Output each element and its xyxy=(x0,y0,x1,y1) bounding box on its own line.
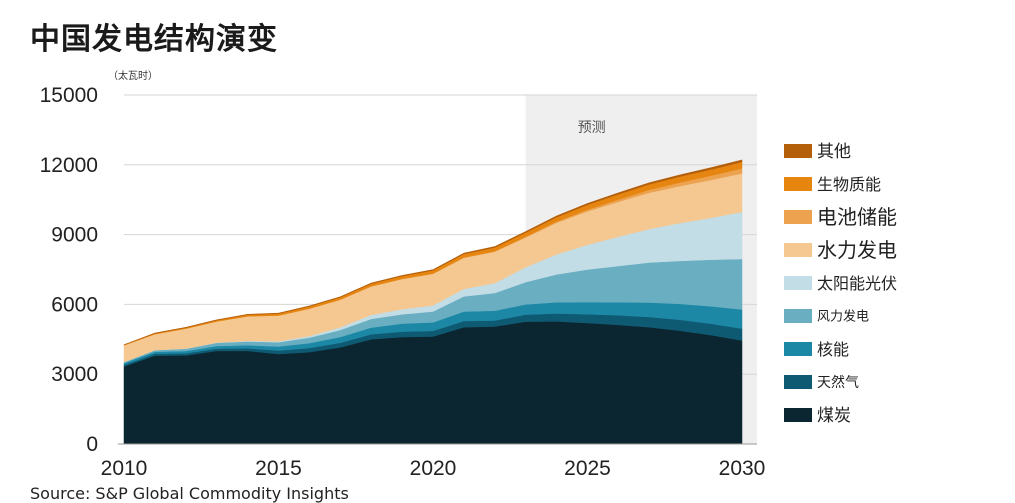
legend-swatch xyxy=(784,144,812,158)
legend-item: 核能 xyxy=(784,340,849,359)
legend-label: 太阳能光伏 xyxy=(817,274,897,293)
y-tick-label: 9000 xyxy=(51,224,98,247)
axes: 0 3000 6000 9000 12000 15000 2010 2015 2020 2025 2… xyxy=(40,69,766,480)
source-note: Source: S&P Global Commodity Insights xyxy=(30,484,349,503)
x-tick-label: 2015 xyxy=(255,457,302,480)
legend-swatch xyxy=(784,177,812,191)
legend-label: 煤炭 xyxy=(817,406,851,426)
legend-item: 风力发电 xyxy=(784,309,869,325)
legend-swatch xyxy=(784,375,812,389)
y-tick-label: 6000 xyxy=(51,293,98,316)
legend-label: 水力发电 xyxy=(817,238,897,262)
legend-label: 生物质能 xyxy=(817,175,881,194)
y-tick-label: 15000 xyxy=(40,84,98,107)
legend-item: 电池储能 xyxy=(784,205,897,229)
legend-swatch xyxy=(784,276,812,290)
y-unit-label: （太瓦时） xyxy=(108,69,158,82)
legend-label: 其他 xyxy=(817,142,851,162)
x-tick-label: 2020 xyxy=(410,457,457,480)
area-series-group xyxy=(123,159,743,445)
legend-item: 生物质能 xyxy=(784,175,881,194)
legend-label: 核能 xyxy=(817,340,849,359)
legend-item: 水力发电 xyxy=(784,238,897,262)
legend-swatch xyxy=(784,309,812,323)
y-tick-label: 3000 xyxy=(51,363,98,386)
legend-swatch xyxy=(784,210,812,224)
y-tick-label: 12000 xyxy=(40,154,98,177)
legend-swatch xyxy=(784,243,812,257)
legend-label: 电池储能 xyxy=(817,205,897,229)
y-tick-label: 0 xyxy=(86,433,98,456)
legend-item: 天然气 xyxy=(784,374,859,391)
legend-swatch xyxy=(784,342,812,356)
legend-item: 煤炭 xyxy=(784,406,851,426)
legend-item: 其他 xyxy=(784,142,851,162)
forecast-label: 预测 xyxy=(578,120,606,136)
x-tick-label: 2030 xyxy=(719,457,766,480)
x-tick-label: 2010 xyxy=(101,457,148,480)
legend-swatch xyxy=(784,408,812,422)
x-tick-label: 2025 xyxy=(564,457,611,480)
legend-label: 风力发电 xyxy=(817,309,869,325)
chart-title: 中国发电结构演变 xyxy=(30,22,278,57)
legend-item: 太阳能光伏 xyxy=(784,274,897,293)
legend-label: 天然气 xyxy=(817,374,859,391)
area-series-9 xyxy=(123,159,743,346)
